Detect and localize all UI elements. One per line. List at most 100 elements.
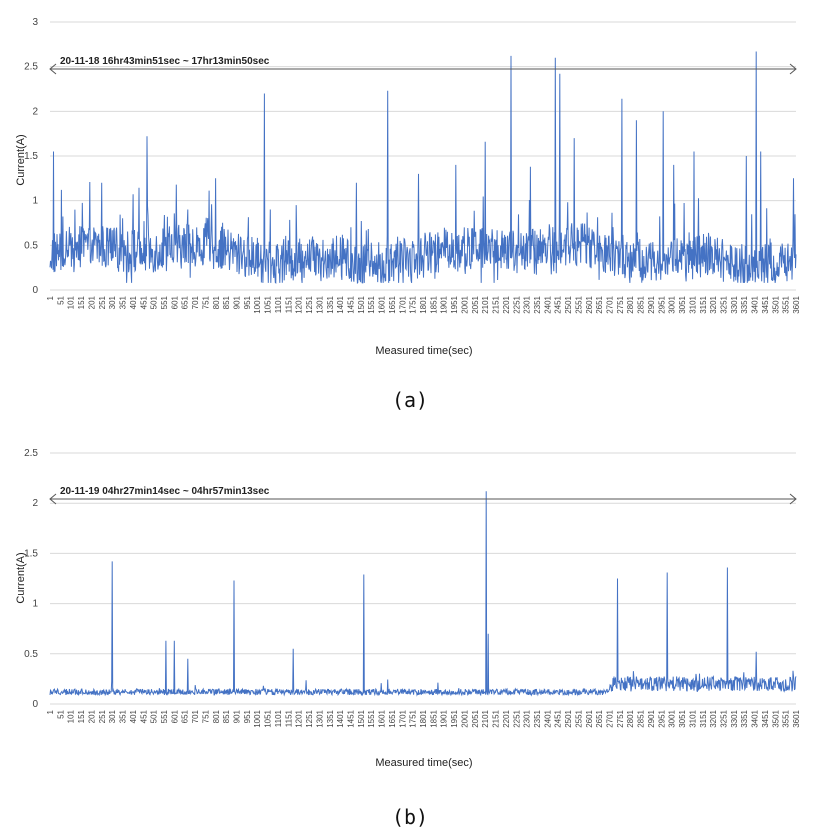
y-tick-label: 2.5	[24, 448, 38, 459]
x-tick-label: 901	[233, 709, 242, 723]
y-tick-labels-b: 0 0.5 1 1.5 2 2.5	[24, 448, 38, 710]
x-tick-label: 2551	[574, 709, 583, 727]
x-tick-label: 2101	[481, 295, 490, 313]
x-tick-labels-a: 1 51 101 151 201 251 301 351 401 451 501 551 601 651 7…	[46, 295, 801, 313]
x-tick-label: 1801	[419, 295, 428, 313]
x-tick-label: 401	[129, 709, 138, 723]
x-tick-label: 3201	[709, 709, 718, 727]
x-tick-label: 1101	[274, 709, 283, 727]
x-tick-label: 1	[46, 295, 55, 300]
y-tick-label: 2.5	[24, 62, 38, 73]
x-tick-label: 1001	[253, 709, 262, 727]
x-tick-label: 51	[56, 709, 65, 718]
x-tick-label: 1301	[315, 295, 324, 313]
x-tick-label: 2301	[523, 295, 532, 313]
y-tick-label: 1	[32, 196, 38, 207]
y-tick-label: 2	[32, 106, 38, 117]
y-axis-title-b: Current(A)	[15, 552, 27, 603]
x-tick-label: 1901	[440, 709, 449, 727]
x-tick-label: 351	[119, 295, 128, 309]
x-tick-label: 951	[243, 709, 252, 723]
x-tick-label: 1401	[336, 709, 345, 727]
x-tick-label: 1601	[378, 709, 387, 727]
x-tick-label: 201	[87, 295, 96, 309]
x-tick-labels-b: 1 51 101 151 201 251 301 351 401 451 501 551 601 651 7…	[46, 709, 801, 727]
x-tick-label: 1701	[398, 295, 407, 313]
x-tick-label: 101	[67, 295, 76, 309]
x-tick-label: 1201	[295, 709, 304, 727]
x-tick-label: 2151	[492, 295, 501, 313]
x-tick-label: 651	[181, 295, 190, 309]
x-tick-label: 1251	[305, 709, 314, 727]
x-tick-label: 1351	[326, 295, 335, 313]
x-tick-label: 2651	[595, 295, 604, 313]
x-tick-label: 2451	[554, 709, 563, 727]
x-tick-label: 3351	[740, 295, 749, 313]
y-tick-label: 2	[32, 498, 38, 509]
x-tick-label: 2501	[564, 295, 573, 313]
x-tick-label: 1351	[326, 709, 335, 727]
x-tick-label: 3451	[761, 295, 770, 313]
x-tick-label: 701	[191, 295, 200, 309]
x-tick-label: 3051	[678, 709, 687, 727]
x-tick-label: 3351	[740, 709, 749, 727]
x-tick-label: 1451	[346, 295, 355, 313]
current-series-a	[49, 51, 797, 285]
current-series-b	[49, 491, 797, 697]
x-tick-label: 151	[77, 295, 86, 309]
panel-caption-b: (b)	[392, 805, 428, 829]
x-tick-label: 2851	[637, 295, 646, 313]
x-tick-label: 3301	[730, 709, 739, 727]
x-tick-label: 2851	[637, 709, 646, 727]
x-tick-label: 2251	[512, 295, 521, 313]
y-tick-labels-a: 0 0.5 1 1.5 2 2.5 3	[24, 17, 38, 296]
x-tick-label: 3051	[678, 295, 687, 313]
x-tick-label: 451	[139, 295, 148, 309]
x-tick-label: 501	[150, 709, 159, 723]
x-tick-label: 2201	[502, 709, 511, 727]
x-tick-label: 301	[108, 295, 117, 309]
x-tick-label: 1651	[388, 709, 397, 727]
x-tick-label: 1401	[336, 295, 345, 313]
x-tick-label: 401	[129, 295, 138, 309]
x-tick-label: 451	[139, 709, 148, 723]
x-tick-label: 1851	[429, 295, 438, 313]
x-tick-label: 2151	[492, 709, 501, 727]
x-tick-label: 3401	[751, 295, 760, 313]
x-tick-label: 2001	[460, 709, 469, 727]
x-tick-label: 2351	[533, 295, 542, 313]
x-tick-label: 3001	[668, 709, 677, 727]
x-tick-label: 2101	[481, 709, 490, 727]
x-tick-label: 751	[201, 709, 210, 723]
x-tick-label: 1451	[346, 709, 355, 727]
x-tick-label: 2351	[533, 709, 542, 727]
x-tick-label: 3201	[709, 295, 718, 313]
x-tick-label: 3101	[688, 709, 697, 727]
y-tick-label: 0	[32, 285, 38, 296]
x-tick-label: 2501	[564, 709, 573, 727]
x-tick-label: 1901	[440, 295, 449, 313]
y-tick-label: 1	[32, 599, 38, 610]
x-tick-label: 3251	[719, 709, 728, 727]
x-tick-label: 2751	[616, 295, 625, 313]
x-tick-label: 3151	[699, 709, 708, 727]
x-tick-label: 251	[98, 709, 107, 723]
x-axis-title-a: Measured time(sec)	[375, 345, 472, 357]
x-tick-label: 1051	[264, 295, 273, 313]
x-tick-label: 2951	[657, 709, 666, 727]
x-tick-label: 551	[160, 709, 169, 723]
x-tick-label: 2251	[512, 709, 521, 727]
y-tick-label: 1.5	[24, 548, 38, 559]
x-tick-label: 2051	[471, 295, 480, 313]
time-range-arrow-a	[49, 63, 797, 75]
x-tick-label: 2801	[626, 709, 635, 727]
x-tick-label: 3251	[719, 295, 728, 313]
time-range-arrow-b	[49, 493, 797, 505]
chart-panel-b: 00.511.522.5 1 51 101 151 201 251 301 351 401 451…	[15, 448, 801, 829]
x-tick-label: 51	[56, 295, 65, 304]
x-tick-label: 251	[98, 295, 107, 309]
x-tick-label: 2601	[585, 709, 594, 727]
time-range-label-a: 20-11-18 16hr43min51sec ~ 17hr13min50sec	[60, 56, 270, 67]
x-tick-label: 1151	[284, 295, 293, 313]
